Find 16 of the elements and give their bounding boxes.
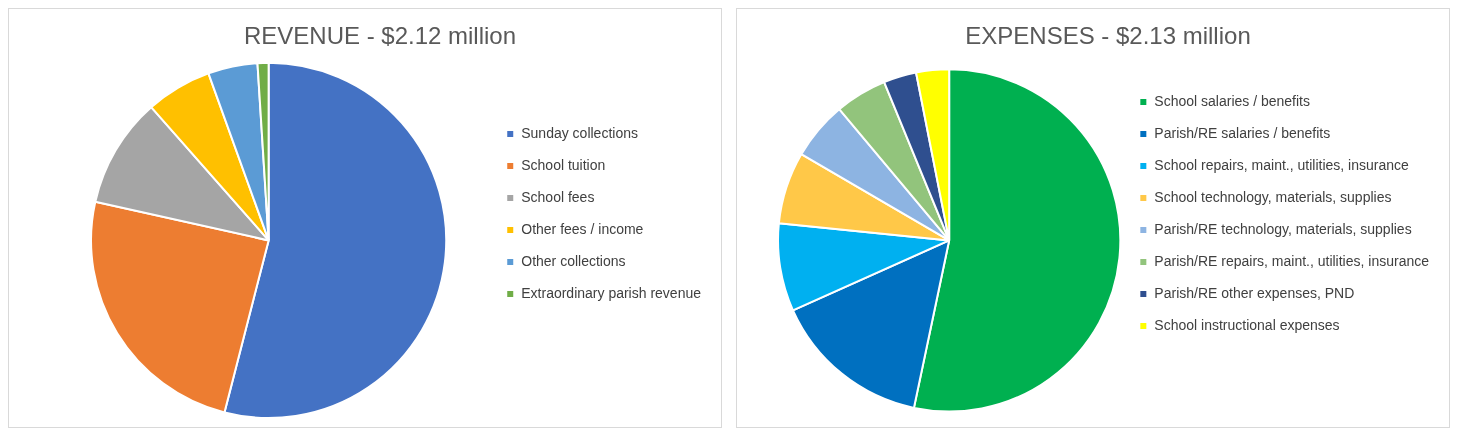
legend-label: School fees [521, 188, 595, 205]
chart-title: EXPENSES - $2.13 million [965, 22, 1251, 50]
legend-label: Parish/RE other expenses, PND [1154, 284, 1355, 301]
legend-label: School repairs, maint., utilities, insurance [1154, 156, 1409, 173]
legend-label: Other fees / income [521, 220, 644, 237]
legend-label: School tuition [521, 156, 606, 173]
legend-label: Other collections [521, 252, 626, 269]
legend-label: Parish/RE salaries / benefits [1154, 124, 1331, 141]
chart-title: REVENUE - $2.12 million [243, 22, 517, 50]
legend-label: School technology, materials, supplies [1154, 188, 1392, 205]
legend-label: School instructional expenses [1154, 316, 1340, 333]
legend-label: Extraordinary parish revenue [521, 284, 702, 301]
legend-label: Sunday collections [521, 124, 638, 141]
legend-label: Parish/RE repairs, maint., utilities, insurance [1154, 252, 1430, 269]
legend-label: Parish/RE technology, materials, supplies [1154, 220, 1412, 237]
legend-label: School salaries / benefits [1154, 92, 1310, 109]
